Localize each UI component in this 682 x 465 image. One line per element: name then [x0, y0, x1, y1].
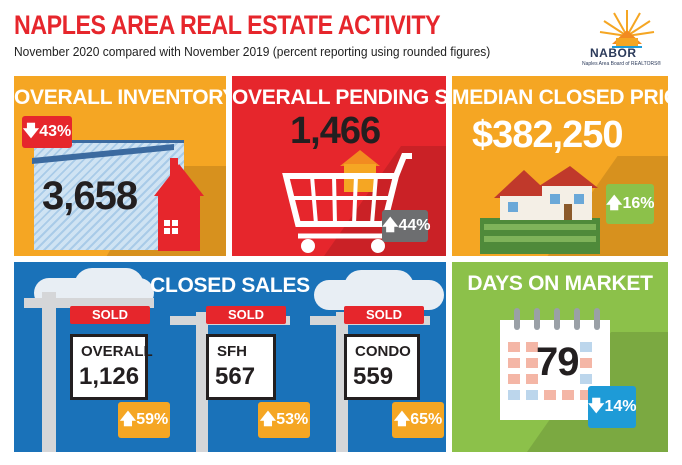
- days-on-market-value: 79: [536, 340, 579, 384]
- pending-change-value: 44%: [398, 217, 431, 234]
- days-on-market-panel: DAYS ON MARKET 79 🡇14%: [452, 262, 668, 452]
- sun-house-logo-icon: [599, 10, 655, 48]
- dom-change-value: 14%: [604, 398, 637, 415]
- condo-change-badge: 🡅65%: [392, 402, 444, 438]
- sign-board: OVERALL 1,126: [70, 334, 153, 400]
- down-arrow-icon: 🡇: [22, 123, 40, 140]
- overall-change-badge: 🡅59%: [118, 402, 170, 438]
- inventory-change-value: 43%: [39, 123, 72, 140]
- median-closed-price-panel: MEDIAN CLOSED PRICE $382,250 🡅16%: [452, 76, 668, 256]
- inventory-change-badge: 🡇43%: [22, 116, 72, 148]
- pending-sales-title: OVERALL PENDING SALES: [232, 86, 446, 109]
- overall-inventory-title: OVERALL INVENTORY: [14, 86, 226, 109]
- logo-tagline: Naples Area Board of REALTORS®: [582, 61, 662, 67]
- condo-change-value: 65%: [410, 411, 443, 428]
- sold-tag: SOLD: [206, 306, 286, 324]
- pending-change-badge: 🡅44%: [382, 210, 431, 242]
- sign-value: 559: [353, 363, 394, 390]
- median-price-value: $382,250: [472, 114, 623, 156]
- inventory-value: 3,658: [42, 174, 138, 218]
- sign-label: OVERALL: [81, 343, 153, 360]
- sign-board: SFH 567: [206, 334, 276, 400]
- overall-pending-sales-panel: OVERALL PENDING SALES 1,466 🡅44%: [232, 76, 446, 256]
- house-icon: [32, 144, 204, 251]
- sign-label: CONDO: [355, 343, 411, 360]
- sign-value: 1,126: [79, 363, 140, 390]
- page-subtitle: November 2020 compared with November 201…: [14, 45, 491, 59]
- overall-inventory-panel: OVERALL INVENTORY 🡇43% 3,658: [14, 76, 226, 256]
- overall-change-value: 59%: [136, 411, 169, 428]
- median-price-title: MEDIAN CLOSED PRICE: [452, 86, 668, 109]
- sfh-change-value: 53%: [276, 411, 309, 428]
- nabor-logo: NABOR Naples Area Board of REALTORS®: [582, 6, 672, 70]
- pending-sales-value: 1,466: [290, 110, 381, 152]
- sign-label: SFH: [217, 343, 247, 360]
- house-money-icon: [480, 166, 600, 254]
- sold-tag: SOLD: [344, 306, 424, 324]
- up-arrow-icon: 🡅: [119, 411, 137, 428]
- sign-board: CONDO 559: [344, 334, 420, 400]
- median-change-badge: 🡅16%: [606, 184, 654, 224]
- up-arrow-icon: 🡅: [259, 411, 277, 428]
- closed-sales-title: CLOSED SALES: [150, 274, 310, 297]
- sfh-change-badge: 🡅53%: [258, 402, 310, 438]
- up-arrow-icon: 🡅: [393, 411, 411, 428]
- sign-value: 567: [215, 363, 256, 390]
- down-arrow-icon: 🡇: [588, 398, 605, 415]
- page-title: NAPLES AREA REAL ESTATE ACTIVITY: [14, 10, 441, 40]
- up-arrow-icon: 🡅: [382, 217, 399, 234]
- shopping-cart-icon: [282, 150, 412, 253]
- sold-tag: SOLD: [70, 306, 150, 324]
- up-arrow-icon: 🡅: [606, 195, 623, 212]
- days-on-market-title: DAYS ON MARKET: [467, 272, 653, 295]
- dom-change-badge: 🡇14%: [588, 386, 636, 428]
- median-change-value: 16%: [622, 195, 655, 212]
- logo-name: NABOR: [590, 46, 637, 60]
- closed-sales-panel: CLOSED SALES SOLD OVERALL 1,126 🡅59% SOL…: [14, 262, 446, 452]
